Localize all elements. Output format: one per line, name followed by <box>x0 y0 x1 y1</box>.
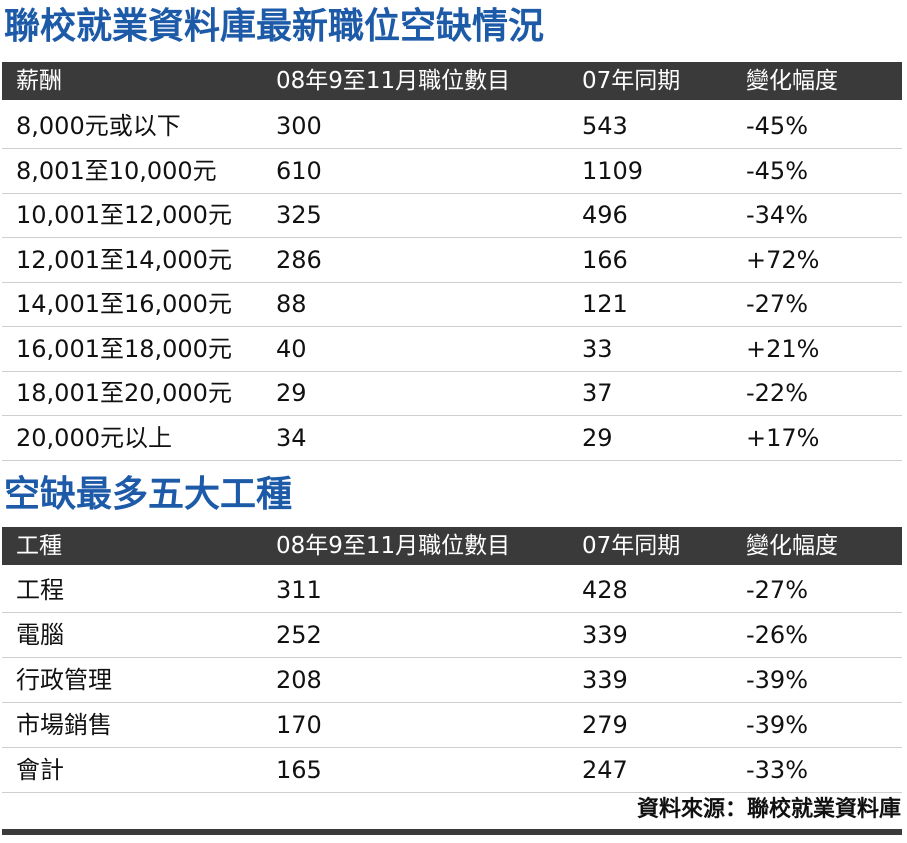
header-trade: 工種 <box>16 533 62 559</box>
cell-current-count: 300 <box>276 112 322 140</box>
header-current-count: 08年9至11月職位數目 <box>276 533 511 559</box>
table-row: 會計 165 247 -33% <box>2 748 902 793</box>
table-row: 8,001至10,000元 610 1109 -45% <box>2 149 902 194</box>
cell-change: -27% <box>746 290 809 318</box>
header-change: 變化幅度 <box>746 68 838 94</box>
cell-change: -39% <box>746 666 809 694</box>
header-prior-year: 07年同期 <box>582 68 681 94</box>
trade-table-header: 工種 08年9至11月職位數目 07年同期 變化幅度 <box>2 527 902 565</box>
header-current-count: 08年9至11月職位數目 <box>276 68 511 94</box>
cell-label: 工程 <box>16 576 64 604</box>
cell-prior-year: 339 <box>582 666 628 694</box>
header-salary: 薪酬 <box>16 68 62 94</box>
cell-change: -45% <box>746 156 809 185</box>
cell-prior-year: 339 <box>582 621 628 649</box>
cell-label: 電腦 <box>16 621 64 649</box>
cell-current-count: 29 <box>276 379 307 407</box>
cell-current-count: 208 <box>276 666 322 694</box>
bottom-rule <box>2 829 902 835</box>
cell-label: 行政管理 <box>16 666 112 694</box>
table-row: 12,001至14,000元 286 166 +72% <box>2 238 902 283</box>
cell-prior-year: 29 <box>582 423 613 452</box>
salary-table-header: 薪酬 08年9至11月職位數目 07年同期 變化幅度 <box>2 62 902 100</box>
cell-prior-year: 121 <box>582 290 628 318</box>
cell-prior-year: 33 <box>582 334 613 363</box>
cell-prior-year: 279 <box>582 711 628 739</box>
cell-label: 14,001至16,000元 <box>16 290 232 318</box>
cell-current-count: 610 <box>276 156 322 185</box>
salary-table-title: 聯校就業資料庫最新職位空缺情況 <box>4 6 545 47</box>
cell-change: -39% <box>746 711 809 739</box>
table-row: 20,000元以上 34 29 +17% <box>2 416 902 461</box>
cell-current-count: 325 <box>276 201 322 229</box>
source-note: 資料來源：聯校就業資料庫 <box>636 797 901 822</box>
cell-change: -34% <box>746 201 809 229</box>
cell-label: 18,001至20,000元 <box>16 379 232 407</box>
table-row: 16,001至18,000元 40 33 +21% <box>2 327 902 372</box>
cell-current-count: 165 <box>276 756 322 784</box>
cell-change: +17% <box>746 423 820 452</box>
table-row: 工程 311 428 -27% <box>2 568 902 613</box>
cell-label: 16,001至18,000元 <box>16 334 232 363</box>
table-row: 市場銷售 170 279 -39% <box>2 703 902 748</box>
cell-current-count: 40 <box>276 334 307 363</box>
table-row: 18,001至20,000元 29 37 -22% <box>2 371 902 416</box>
cell-current-count: 170 <box>276 711 322 739</box>
cell-current-count: 88 <box>276 290 307 318</box>
cell-change: -22% <box>746 379 809 407</box>
table-row: 電腦 252 339 -26% <box>2 613 902 658</box>
cell-change: +21% <box>746 334 820 363</box>
cell-change: -26% <box>746 621 809 649</box>
table-row: 14,001至16,000元 88 121 -27% <box>2 282 902 327</box>
cell-change: -45% <box>746 112 809 140</box>
cell-change: -33% <box>746 756 809 784</box>
cell-prior-year: 166 <box>582 245 628 274</box>
header-prior-year: 07年同期 <box>582 533 681 559</box>
cell-label: 市場銷售 <box>16 711 112 739</box>
cell-prior-year: 496 <box>582 201 628 229</box>
cell-prior-year: 428 <box>582 576 628 604</box>
table-row: 行政管理 208 339 -39% <box>2 658 902 703</box>
cell-change: -27% <box>746 576 809 604</box>
table-row: 8,000元或以下 300 543 -45% <box>2 104 902 149</box>
cell-current-count: 34 <box>276 423 307 452</box>
cell-label: 8,000元或以下 <box>16 112 181 140</box>
cell-current-count: 252 <box>276 621 322 649</box>
cell-label: 10,001至12,000元 <box>16 201 232 229</box>
cell-prior-year: 247 <box>582 756 628 784</box>
cell-label: 會計 <box>16 756 64 784</box>
cell-current-count: 286 <box>276 245 322 274</box>
table-row: 10,001至12,000元 325 496 -34% <box>2 193 902 238</box>
cell-label: 8,001至10,000元 <box>16 156 217 185</box>
cell-label: 20,000元以上 <box>16 423 172 452</box>
cell-change: +72% <box>746 245 820 274</box>
cell-prior-year: 1109 <box>582 156 644 185</box>
cell-current-count: 311 <box>276 576 322 604</box>
header-change: 變化幅度 <box>746 533 838 559</box>
cell-prior-year: 37 <box>582 379 613 407</box>
cell-prior-year: 543 <box>582 112 628 140</box>
trade-table-title: 空缺最多五大工種 <box>4 474 293 515</box>
cell-label: 12,001至14,000元 <box>16 245 232 274</box>
